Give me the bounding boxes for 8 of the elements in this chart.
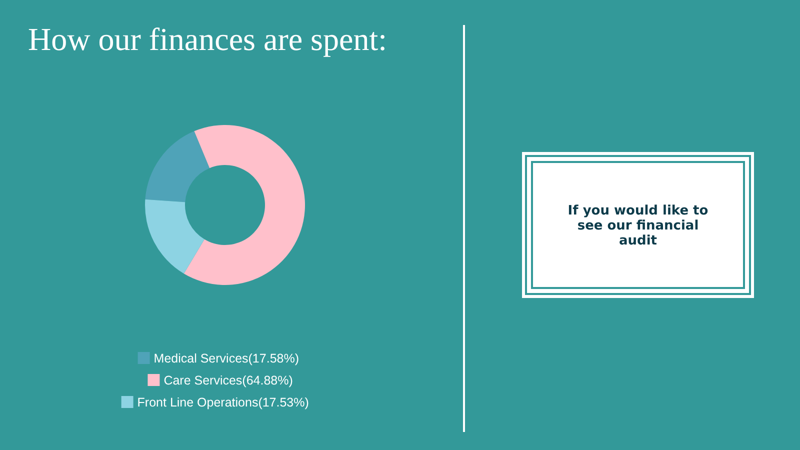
legend-label: Medical Services(17.58%) (154, 351, 300, 366)
chart-title: How our finances are spent: (28, 21, 387, 57)
donut-slice (145, 199, 204, 274)
legend-label: Care Services(64.88%) (164, 373, 293, 388)
text: If you would like to see our financial audit (568, 204, 708, 249)
legend-label: Front Line Operations(17.53%) (137, 395, 309, 410)
donut-slice (184, 125, 305, 285)
donut-slice (145, 131, 210, 202)
